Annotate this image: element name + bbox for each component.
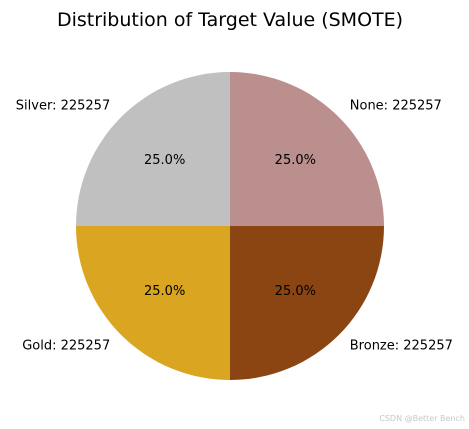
slice-label-none: None: 225257: [350, 99, 442, 114]
pie-slice-gold: [76, 226, 230, 380]
slice-label-gold: Gold: 225257: [22, 338, 110, 353]
slice-label-bronze: Bronze: 225257: [350, 338, 453, 353]
percent-label-silver: 25.0%: [144, 153, 185, 168]
slice-label-silver: Silver: 225257: [16, 99, 110, 114]
percent-label-gold: 25.0%: [144, 284, 185, 299]
percent-label-bronze: 25.0%: [275, 284, 316, 299]
pie-slice-silver: [76, 72, 230, 226]
chart-title: Distribution of Target Value (SMOTE): [57, 9, 403, 31]
watermark-text: CSDN @Better Bench: [379, 414, 465, 423]
pie-slices: [76, 72, 384, 380]
pie-slice-none: [230, 72, 384, 226]
pie-labels: 25.0% None: 225257 25.0% Bronze: 225257 25.0…: [16, 99, 453, 354]
percent-label-none: 25.0%: [275, 153, 316, 168]
pie-slice-bronze: [230, 226, 384, 380]
